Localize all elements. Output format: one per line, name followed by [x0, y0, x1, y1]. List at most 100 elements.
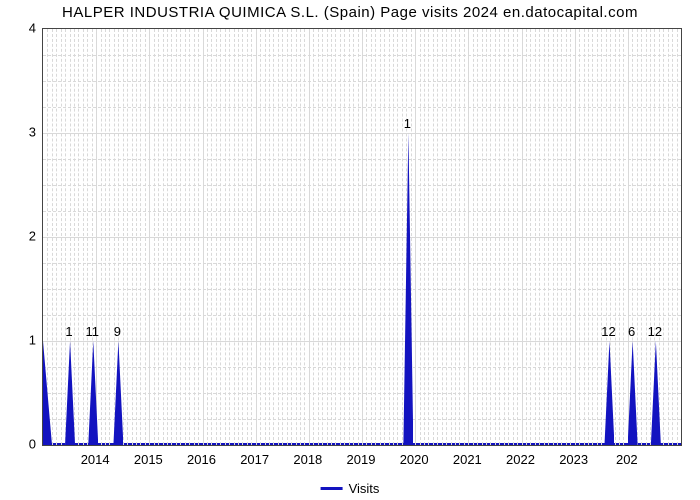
gridline-v-minor	[561, 29, 562, 445]
gridline-v-minor	[216, 29, 217, 445]
gridline-v-minor	[242, 29, 243, 445]
gridline-v	[256, 29, 257, 445]
gridline-v-minor	[517, 29, 518, 445]
gridline-v-minor	[380, 29, 381, 445]
gridline-v-minor	[140, 29, 141, 445]
gridline-v-minor	[225, 29, 226, 445]
gridline-v-minor	[101, 29, 102, 445]
x-tick-label: 2019	[347, 452, 376, 467]
gridline-v-minor	[167, 29, 168, 445]
gridline-v-minor	[335, 29, 336, 445]
spike-value-label: 12	[601, 324, 615, 339]
gridline-v	[203, 29, 204, 445]
gridline-v-minor	[287, 29, 288, 445]
gridline-v-minor	[322, 29, 323, 445]
gridline-v-minor	[211, 29, 212, 445]
x-tick-label: 2016	[187, 452, 216, 467]
gridline-v-minor	[238, 29, 239, 445]
gridline-v-minor	[273, 29, 274, 445]
gridline-v-minor	[158, 29, 159, 445]
gridline-v-minor	[451, 29, 452, 445]
x-tick-label: 202	[616, 452, 638, 467]
gridline-v-minor	[65, 29, 66, 445]
gridline-v-minor	[499, 29, 500, 445]
gridline-v-minor	[615, 29, 616, 445]
gridline-v-minor	[641, 29, 642, 445]
gridline-v-minor	[495, 29, 496, 445]
gridline-v-minor	[668, 29, 669, 445]
gridline-v-minor	[163, 29, 164, 445]
chart-title: HALPER INDUSTRIA QUIMICA S.L. (Spain) Pa…	[62, 4, 638, 21]
gridline-v-minor	[490, 29, 491, 445]
gridline-v-minor	[548, 29, 549, 445]
gridline-v-minor	[539, 29, 540, 445]
gridline-v-minor	[56, 29, 57, 445]
gridline-v-minor	[132, 29, 133, 445]
gridline-v-minor	[145, 29, 146, 445]
gridline-v-minor	[366, 29, 367, 445]
gridline-v-minor	[650, 29, 651, 445]
y-tick-label: 2	[18, 229, 36, 244]
gridline-v-minor	[592, 29, 593, 445]
gridline-v-minor	[420, 29, 421, 445]
gridline-v-minor	[597, 29, 598, 445]
gridline-v-minor	[278, 29, 279, 445]
gridline-v-minor	[83, 29, 84, 445]
gridline-v-minor	[535, 29, 536, 445]
gridline-v-minor	[61, 29, 62, 445]
gridline-v-minor	[234, 29, 235, 445]
legend-swatch	[321, 487, 343, 490]
gridline-v-minor	[402, 29, 403, 445]
gridline-v-minor	[194, 29, 195, 445]
y-tick-label: 4	[18, 21, 36, 36]
gridline-v-minor	[269, 29, 270, 445]
gridline-v-minor	[486, 29, 487, 445]
x-tick-label: 2020	[400, 452, 429, 467]
gridline-v-minor	[251, 29, 252, 445]
gridline-v-minor	[526, 29, 527, 445]
gridline-v-minor	[109, 29, 110, 445]
gridline-v-minor	[442, 29, 443, 445]
gridline-v-minor	[393, 29, 394, 445]
gridline-v-minor	[482, 29, 483, 445]
gridline-v-minor	[353, 29, 354, 445]
gridline-v-minor	[424, 29, 425, 445]
gridline-v-minor	[477, 29, 478, 445]
gridline-v-minor	[349, 29, 350, 445]
gridline-v	[468, 29, 469, 445]
gridline-v-minor	[389, 29, 390, 445]
y-tick-label: 3	[18, 125, 36, 140]
gridline-v-minor	[340, 29, 341, 445]
gridline-v-minor	[677, 29, 678, 445]
gridline-v-minor	[601, 29, 602, 445]
gridline-v-minor	[504, 29, 505, 445]
gridline-v-minor	[304, 29, 305, 445]
gridline-v-minor	[78, 29, 79, 445]
spike-value-label: 12	[648, 324, 662, 339]
legend: Visits	[321, 481, 380, 496]
gridline-v-minor	[300, 29, 301, 445]
gridline-v-minor	[446, 29, 447, 445]
gridline-v	[575, 29, 576, 445]
gridline-v-minor	[189, 29, 190, 445]
x-tick-label: 2018	[293, 452, 322, 467]
gridline-v	[415, 29, 416, 445]
gridline-v-minor	[371, 29, 372, 445]
spike-value-label: 6	[628, 324, 635, 339]
gridline-v-minor	[663, 29, 664, 445]
gridline-v-minor	[171, 29, 172, 445]
gridline-v-minor	[136, 29, 137, 445]
x-tick-label: 2021	[453, 452, 482, 467]
gridline-v-minor	[282, 29, 283, 445]
legend-label: Visits	[349, 481, 380, 496]
gridline-v-minor	[544, 29, 545, 445]
gridline-v	[628, 29, 629, 445]
x-tick-label: 2015	[134, 452, 163, 467]
x-tick-label: 2014	[81, 452, 110, 467]
gridline-v	[522, 29, 523, 445]
gridline-v-minor	[428, 29, 429, 445]
spike-value-label: 9	[114, 324, 121, 339]
gridline-v-minor	[553, 29, 554, 445]
gridline-v-minor	[566, 29, 567, 445]
gridline-v-minor	[623, 29, 624, 445]
